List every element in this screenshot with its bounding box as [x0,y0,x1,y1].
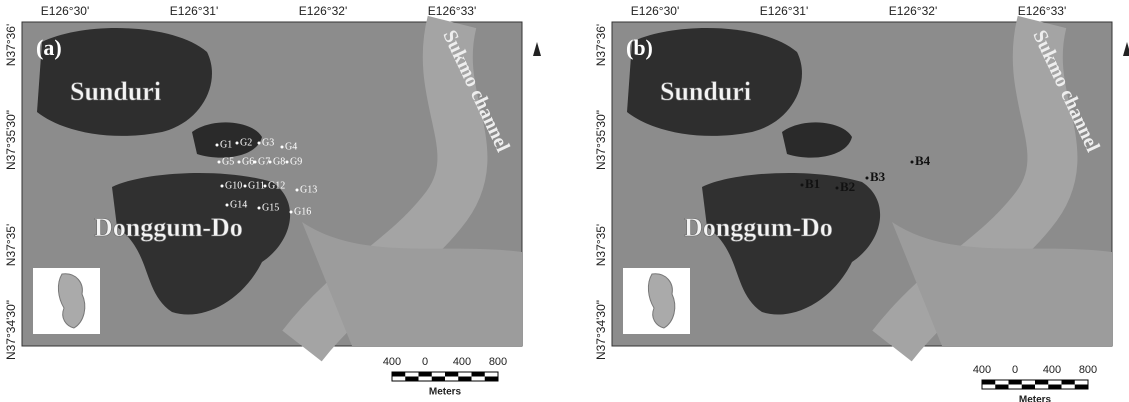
scale-unit: Meters [429,387,462,398]
station-label: G2 [240,137,252,148]
scale-bar-segment [458,377,471,382]
station-dot [244,185,247,188]
station-label: G14 [230,199,247,210]
station-label: G16 [294,206,311,217]
station-dot [290,211,293,214]
station-dot [836,187,839,190]
longitude-label: E126°32' [299,4,347,18]
latitude-label: N37°36' [4,24,18,66]
scale-bar-segment [1022,385,1035,390]
latitude-label: N37°34'30" [4,300,18,360]
longitude-label: E126°33' [1018,4,1066,18]
station-dot [866,177,869,180]
scale-bar-segment [419,372,432,377]
latitude-label: N37°35' [594,224,608,266]
station-label: B2 [840,179,855,194]
place-name: Sunduri [70,77,161,106]
scale-bar-segment [1035,380,1048,385]
place-name: Donggum-Do [94,213,243,242]
scale-label: 800 [489,356,507,368]
station-dot [269,161,272,164]
station-label: G7 [258,156,270,167]
station-label: G8 [273,156,285,167]
scale-bar-segment [1009,380,1022,385]
north-arrow [533,42,541,56]
station-dot [258,142,261,145]
station-dot [254,161,257,164]
station-dot [286,161,289,164]
scale-label: 400 [383,356,401,368]
station-label: G6 [242,156,254,167]
figure: (a)SunduriDonggum-DoSukmo channelG1G2G3G… [0,0,1129,402]
station-dot [218,161,221,164]
scale-unit: Meters [1019,395,1052,402]
longitude-label: E126°32' [889,4,937,18]
latitude-label: N37°35'30" [594,110,608,170]
scale-bar-segment [445,372,458,377]
station-dot [281,146,284,149]
station-label: G5 [222,156,234,167]
longitude-label: E126°30' [41,4,89,18]
scale-label: 800 [1079,364,1097,376]
station-dot [216,144,219,147]
station-label: G15 [262,202,279,213]
station-label: G1 [220,139,232,150]
latitude-label: N37°35'30" [4,110,18,170]
place-name: Donggum-Do [684,213,833,242]
station-dot [238,161,241,164]
station-dot [226,204,229,207]
station-label: G13 [300,184,317,195]
scale-bar-segment [1075,385,1088,390]
scale-label: 0 [422,356,428,368]
north-arrow [1123,42,1129,56]
station-dot [296,189,299,192]
longitude-label: E126°30' [631,4,679,18]
scale-bar-segment [1048,385,1061,390]
scale-bar-segment [405,377,418,382]
latitude-label: N37°34'30" [594,300,608,360]
scale-bar-segment [485,377,498,382]
scale-bar-segment [472,372,485,377]
scale-label: 400 [453,356,471,368]
station-dot [221,185,224,188]
scale-bar-segment [1062,380,1075,385]
station-label: G3 [262,137,274,148]
scale-label: 0 [1012,364,1018,376]
station-label: G9 [290,156,302,167]
station-label: B1 [805,176,820,191]
station-label: G10 [225,180,242,191]
panel-label: (a) [36,35,62,60]
scale-label: 400 [1043,364,1061,376]
scale-bar-segment [392,372,405,377]
station-dot [236,142,239,145]
station-label: B4 [915,153,931,168]
longitude-label: E126°31' [170,4,218,18]
station-label: G11 [248,180,265,191]
station-label: G4 [285,141,297,152]
longitude-label: E126°33' [428,4,476,18]
station-dot [258,207,261,210]
panel-label: (b) [626,35,653,60]
station-label: G12 [268,180,285,191]
place-name: Sunduri [660,77,751,106]
scale-label: 400 [973,364,991,376]
scale-bar-segment [432,377,445,382]
scale-bar-segment [982,380,995,385]
latitude-label: N37°36' [594,24,608,66]
scale-bar-segment [995,385,1008,390]
station-dot [264,185,267,188]
station-dot [911,161,914,164]
latitude-label: N37°35' [4,224,18,266]
station-dot [801,184,804,187]
longitude-label: E126°31' [760,4,808,18]
station-label: B3 [870,169,886,184]
